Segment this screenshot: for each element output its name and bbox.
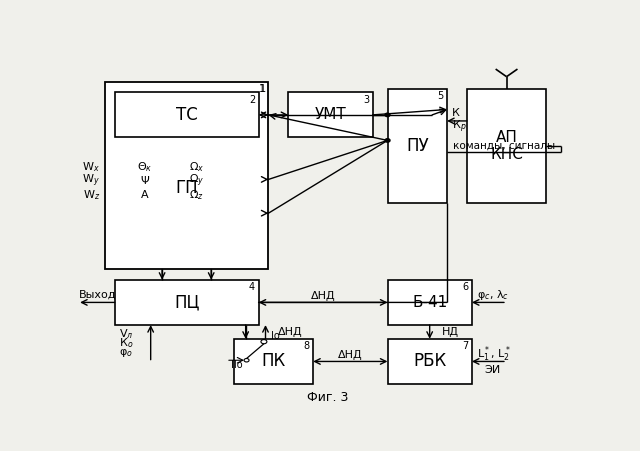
Text: Iо: Iо [271, 331, 280, 341]
Text: W$_y$: W$_y$ [82, 173, 100, 189]
Text: Фиг. 3: Фиг. 3 [307, 391, 349, 405]
Circle shape [385, 113, 390, 117]
Text: ПК: ПК [261, 352, 285, 370]
Text: Ω$_x$: Ω$_x$ [189, 161, 204, 174]
Text: 8: 8 [303, 341, 310, 351]
Text: Ψ: Ψ [140, 176, 149, 186]
Text: φ$_o$: φ$_o$ [120, 347, 133, 359]
Text: Ω$_z$: Ω$_z$ [189, 188, 204, 202]
Text: Ω$_y$: Ω$_y$ [189, 173, 204, 189]
Text: ΔНД: ΔНД [278, 327, 303, 337]
Text: ЭИ: ЭИ [484, 365, 500, 375]
Bar [388, 89, 447, 203]
Text: команды, сигналы: команды, сигналы [453, 141, 555, 151]
Text: φ$_c$, λ$_c$: φ$_c$, λ$_c$ [477, 288, 509, 302]
Text: РБК: РБК [413, 352, 446, 370]
Text: Б-41: Б-41 [412, 295, 447, 310]
Text: W$_x$: W$_x$ [82, 161, 100, 174]
Text: Θ$_к$: Θ$_к$ [137, 161, 152, 174]
Bar [288, 92, 372, 138]
Bar [388, 339, 472, 384]
Bar [388, 280, 472, 325]
Text: A: A [141, 190, 148, 200]
Text: 7: 7 [462, 341, 468, 351]
Text: НД: НД [442, 327, 459, 337]
Text: УМТ: УМТ [315, 107, 346, 122]
Text: 5: 5 [437, 91, 444, 101]
Text: W$_z$: W$_z$ [83, 188, 100, 202]
Text: IIо: IIо [232, 360, 243, 370]
Text: ТС: ТС [176, 106, 198, 124]
Text: ПЦ: ПЦ [174, 294, 199, 312]
Text: 4: 4 [249, 282, 255, 292]
Text: АП
КНС: АП КНС [490, 130, 523, 162]
Bar [467, 89, 547, 203]
Bar [115, 280, 259, 325]
Text: L$^*_1$, L$^*_2$: L$^*_1$, L$^*_2$ [477, 344, 511, 364]
Bar [115, 92, 259, 138]
Bar [234, 339, 313, 384]
Text: ПУ: ПУ [406, 137, 429, 155]
Text: 3: 3 [363, 95, 369, 105]
Text: К$_р$: К$_р$ [452, 119, 467, 135]
Bar [105, 82, 269, 269]
Text: ГП: ГП [175, 179, 198, 197]
Text: Выход: Выход [79, 290, 116, 300]
Text: К: К [452, 108, 460, 118]
Text: К$_o$: К$_o$ [119, 336, 133, 350]
Text: 1: 1 [260, 83, 266, 94]
Text: 2: 2 [249, 95, 255, 105]
Circle shape [385, 138, 390, 142]
Text: 6: 6 [462, 282, 468, 292]
Text: V$_л$: V$_л$ [119, 327, 133, 341]
Text: ΔНД: ΔНД [311, 291, 335, 301]
Text: 1: 1 [259, 84, 265, 94]
Text: ΔНД: ΔНД [338, 350, 363, 360]
